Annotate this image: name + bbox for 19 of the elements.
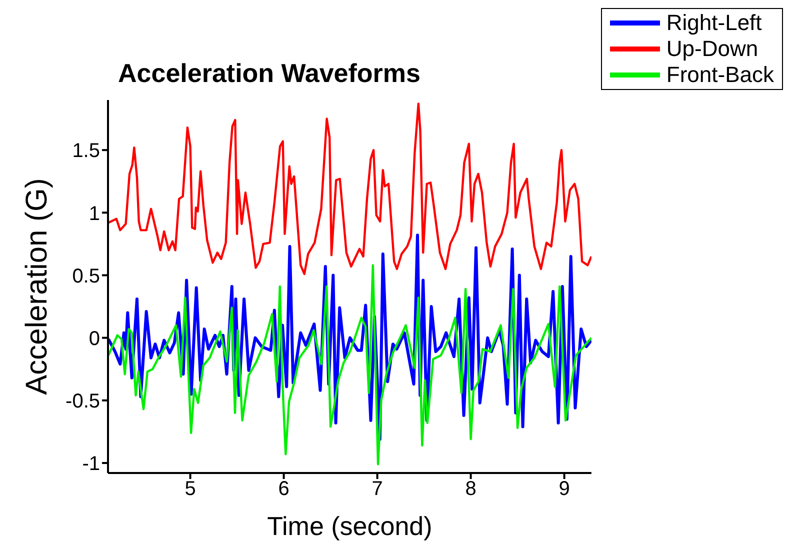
x-tick-label: 9 [558, 478, 570, 500]
y-axis-title: Acceleration (G) [20, 178, 54, 395]
y-tick-label: -1 [82, 453, 100, 476]
chart-title: Acceleration Waveforms [118, 58, 420, 89]
y-tick-label: 1.5 [72, 140, 100, 162]
x-tick-label: 6 [278, 478, 290, 500]
line-series [108, 264, 592, 466]
y-tick-label: -0.5 [66, 390, 100, 413]
y-tick-label: 0 [88, 328, 100, 350]
y-tick-label: 0.5 [72, 265, 100, 288]
line-series [108, 102, 592, 276]
x-axis-title: Time (second) [267, 511, 432, 541]
legend-label: Right-Left [666, 10, 762, 36]
x-tick-label: 8 [465, 478, 476, 500]
x-tick-label: 5 [184, 478, 196, 500]
legend-label: Front-Back [666, 62, 774, 88]
y-tick-label: 1 [88, 202, 100, 225]
x-tick-label: 7 [372, 478, 383, 500]
legend-label: Up-Down [666, 36, 758, 62]
